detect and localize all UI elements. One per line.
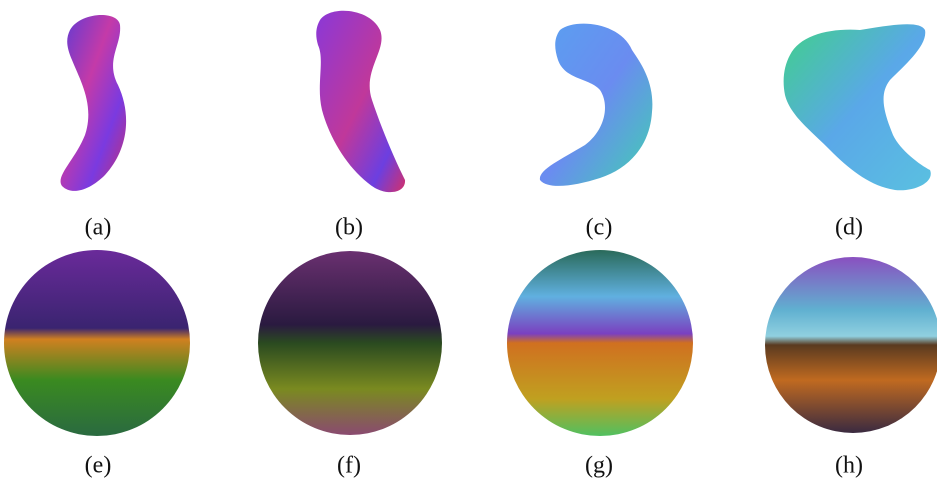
panel-label: (c) <box>586 215 613 241</box>
panel-label: (b) <box>335 215 363 241</box>
disc-e <box>4 250 190 436</box>
shape-a <box>61 15 127 191</box>
shape-c <box>540 24 653 186</box>
disc-f <box>258 251 442 435</box>
panel-label: (e) <box>85 453 112 479</box>
panel-label: (g) <box>585 453 613 479</box>
figure: (a) (b) (c) (d) (e) (f) (g) (h) <box>0 0 937 484</box>
disc-g <box>507 250 693 436</box>
shape-d <box>784 24 931 190</box>
shape-b <box>316 11 405 192</box>
panel-label: (h) <box>835 453 863 479</box>
panel-label: (a) <box>85 215 112 241</box>
panel-label: (d) <box>835 215 863 241</box>
disc-h <box>765 257 937 433</box>
panel-label: (f) <box>337 453 361 479</box>
